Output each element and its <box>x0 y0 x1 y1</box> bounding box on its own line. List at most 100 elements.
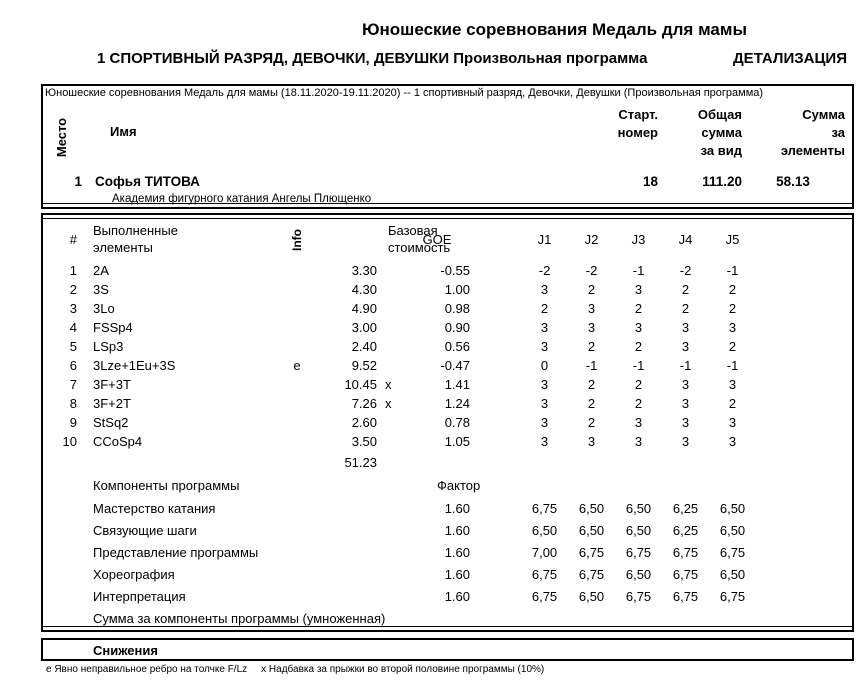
competition-title: Юношеские соревнования Медаль для мамы <box>362 20 747 39</box>
element-goe: 1.41 <box>444 377 471 392</box>
spacer <box>471 413 521 432</box>
components-total-row: Сумма за компоненты программы (умноженна… <box>43 607 852 629</box>
judge-score: -2 <box>585 263 598 278</box>
element-code: CCoSp4 <box>93 434 143 449</box>
element-goe: 0.98 <box>444 301 471 316</box>
component-name: Хореография <box>93 566 175 582</box>
col-header-base-value: Базовая стоимость <box>388 223 451 255</box>
col-header-judge-1: J1 <box>537 231 552 247</box>
element-base-value: 3.30 <box>351 263 377 278</box>
element-info-flag <box>283 337 311 356</box>
judge-score: 3 <box>540 320 549 335</box>
filler <box>756 261 852 280</box>
judge-score: 3 <box>634 282 643 297</box>
judge-score: 2 <box>587 377 596 392</box>
spacer <box>43 519 79 541</box>
component-name: Интерпретация <box>93 588 186 604</box>
spacer <box>471 280 521 299</box>
judge-score: 3 <box>728 415 737 430</box>
elements-detail-box: # Выполненные элементы Info Базовая стои… <box>41 213 854 632</box>
judge-score: 0 <box>540 358 549 373</box>
judge-score: 3 <box>634 415 643 430</box>
filler <box>756 541 852 563</box>
judge-component-score: 6,50 <box>625 500 652 516</box>
element-code: 3S <box>93 282 109 297</box>
judge-component-score: 6,75 <box>719 544 746 560</box>
component-factor: 1.60 <box>444 566 471 582</box>
element-row: 2 3S 4.30 1.00 3 2 3 2 2 <box>43 280 852 299</box>
component-row: Мастерство катания 1.60 6,75 6,50 6,50 6,25 6,… <box>43 497 852 519</box>
judge-score: -1 <box>632 263 645 278</box>
filler <box>756 217 852 261</box>
component-name: Мастерство катания <box>93 500 216 516</box>
spacer <box>471 375 521 394</box>
spacer <box>471 337 521 356</box>
element-goe: 1.24 <box>444 396 471 411</box>
col-header-element-score: Сумма за элементы <box>780 107 845 158</box>
element-bonus-x <box>379 337 403 356</box>
element-number: 5 <box>69 339 77 354</box>
col-header-goe: GOE <box>422 231 452 247</box>
components-header-row: Компоненты программы Фактор <box>43 473 852 497</box>
element-goe: 0.56 <box>444 339 471 354</box>
spacer <box>43 585 79 607</box>
component-name: Представление программы <box>93 544 259 560</box>
element-code: StSq2 <box>93 415 129 430</box>
filler <box>756 394 852 413</box>
factor-label: Фактор <box>437 477 481 493</box>
component-row: Представление программы 1.60 7,00 6,75 6,75 6… <box>43 541 852 563</box>
judge-component-score: 7,00 <box>531 544 558 560</box>
spacer <box>471 432 521 451</box>
component-row: Интерпретация 1.60 6,75 6,50 6,75 6,75 6,75 <box>43 585 852 607</box>
component-factor: 1.60 <box>444 588 471 604</box>
judge-score: 3 <box>540 434 549 449</box>
element-goe: 1.05 <box>444 434 471 449</box>
col-header-judge-3: J3 <box>631 231 646 247</box>
judge-score: 3 <box>587 434 596 449</box>
element-bonus-x <box>379 299 403 318</box>
element-code: 3Lo <box>93 301 115 316</box>
judge-score: 3 <box>728 434 737 449</box>
judge-score: 3 <box>540 339 549 354</box>
result-summary-box: Юношеские соревнования Медаль для мамы (… <box>41 84 854 209</box>
element-bonus-x <box>379 318 403 337</box>
judge-score: -1 <box>632 358 645 373</box>
element-info-flag <box>283 394 311 413</box>
element-goe: 0.90 <box>444 320 471 335</box>
athlete-club: Академия фигурного катания Ангелы Плющен… <box>112 193 372 205</box>
judge-score: -1 <box>585 358 598 373</box>
element-number: 7 <box>69 377 77 392</box>
element-goe: 1.00 <box>444 282 471 297</box>
judge-component-score: 6,75 <box>672 588 699 604</box>
judge-component-score: 6,75 <box>672 544 699 560</box>
element-row: 5 LSp3 2.40 0.56 3 2 2 3 2 <box>43 337 852 356</box>
spacer <box>471 394 521 413</box>
filler <box>756 280 852 299</box>
element-code: LSp3 <box>93 339 124 354</box>
element-goe: -0.47 <box>440 358 471 373</box>
judge-component-score: 6,75 <box>531 500 558 516</box>
col-header-start-number: Старт. номер <box>617 107 658 140</box>
judge-score: 2 <box>634 396 643 411</box>
element-base-value: 2.60 <box>351 415 377 430</box>
element-bonus-x <box>379 261 403 280</box>
footnote-edge-call: е Явно неправильное ребро на толчке F/Lz <box>46 664 248 675</box>
judge-score: 2 <box>587 339 596 354</box>
element-number: 3 <box>69 301 77 316</box>
elements-table: # Выполненные элементы Info Базовая стои… <box>43 217 852 629</box>
judge-component-score: 6,50 <box>719 566 746 582</box>
judge-score: 3 <box>728 377 737 392</box>
element-base-value: 3.00 <box>351 320 377 335</box>
judge-score: 3 <box>681 415 690 430</box>
spacer <box>471 356 521 375</box>
judge-score: 3 <box>634 434 643 449</box>
element-row: 4 FSSp4 3.00 0.90 3 3 3 3 3 <box>43 318 852 337</box>
filler <box>756 299 852 318</box>
filler <box>756 519 852 541</box>
judge-score: 3 <box>540 282 549 297</box>
athlete-total-score: 111.20 <box>702 174 742 189</box>
spacer <box>43 497 79 519</box>
judge-score: 2 <box>634 301 643 316</box>
component-row: Хореография 1.60 6,75 6,75 6,50 6,75 6,50 <box>43 563 852 585</box>
element-row: 8 3F+2T 7.26 x 1.24 3 2 2 3 2 <box>43 394 852 413</box>
